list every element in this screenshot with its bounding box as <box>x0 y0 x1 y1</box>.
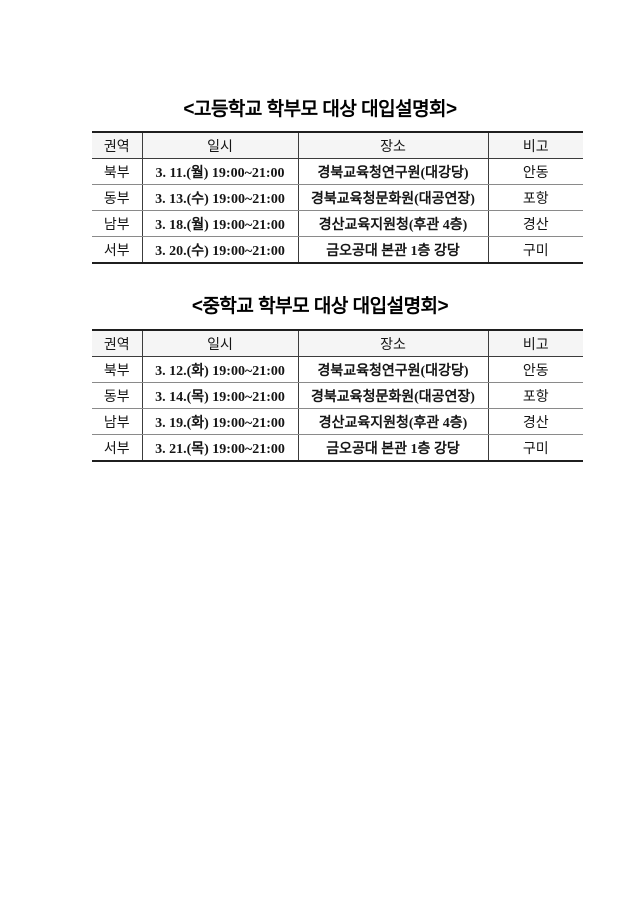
cell-place: 경북교육청문화원(대공연장) <box>298 184 489 211</box>
cell-place: 경산교육지원청(후관 4층) <box>298 408 489 435</box>
cell-place: 경북교육청문화원(대공연장) <box>298 382 489 409</box>
table-row: 동부 3. 13.(수) 19:00~21:00 경북교육청문화원(대공연장) … <box>92 184 583 211</box>
col-header-region: 권역 <box>92 330 143 357</box>
col-header-note: 비고 <box>488 132 583 159</box>
cell-datetime: 3. 12.(화) 19:00~21:00 <box>142 356 299 383</box>
cell-datetime: 3. 19.(화) 19:00~21:00 <box>142 408 299 435</box>
cell-place: 금오공대 본관 1층 강당 <box>298 236 489 263</box>
cell-region: 동부 <box>92 184 143 211</box>
cell-datetime: 3. 20.(수) 19:00~21:00 <box>142 236 299 263</box>
cell-place: 경산교육지원청(후관 4층) <box>298 210 489 237</box>
cell-datetime: 3. 21.(목) 19:00~21:00 <box>142 434 299 461</box>
cell-place: 경북교육청연구원(대강당) <box>298 356 489 383</box>
cell-datetime: 3. 18.(월) 19:00~21:00 <box>142 210 299 237</box>
table-row: 서부 3. 21.(목) 19:00~21:00 금오공대 본관 1층 강당 구… <box>92 434 583 461</box>
cell-datetime: 3. 14.(목) 19:00~21:00 <box>142 382 299 409</box>
highschool-schedule-table: 권역 일시 장소 비고 북부 3. 11.(월) 19:00~21:00 경북교… <box>92 131 583 264</box>
cell-note: 포항 <box>488 382 583 409</box>
table-row: 남부 3. 19.(화) 19:00~21:00 경산교육지원청(후관 4층) … <box>92 408 583 435</box>
table-row: 동부 3. 14.(목) 19:00~21:00 경북교육청문화원(대공연장) … <box>92 382 583 409</box>
cell-region: 서부 <box>92 434 143 461</box>
col-header-place: 장소 <box>298 132 489 159</box>
cell-datetime: 3. 13.(수) 19:00~21:00 <box>142 184 299 211</box>
col-header-datetime: 일시 <box>142 132 299 159</box>
col-header-region: 권역 <box>92 132 143 159</box>
table-row: 북부 3. 11.(월) 19:00~21:00 경북교육청연구원(대강당) 안… <box>92 158 583 185</box>
cell-note: 구미 <box>522 441 549 457</box>
col-header-place: 장소 <box>298 330 489 357</box>
middleschool-table-title: <중학교 학부모 대상 대입설명회> <box>191 296 449 317</box>
cell-note: 구미 <box>522 243 549 259</box>
cell-region: 서부 <box>92 236 143 263</box>
cell-note: 경산 <box>488 210 583 237</box>
cell-region: 남부 <box>92 408 143 435</box>
cell-note: 경산 <box>488 408 583 435</box>
table-row: 북부 3. 12.(화) 19:00~21:00 경북교육청연구원(대강당) 안… <box>92 356 583 383</box>
table-header-row: 권역 일시 장소 비고 <box>92 330 583 357</box>
highschool-table-title: <고등학교 학부모 대상 대입설명회> <box>183 99 457 120</box>
cell-note: 안동 <box>488 356 583 383</box>
cell-place: 금오공대 본관 1층 강당 <box>298 434 489 461</box>
middleschool-schedule-table: 권역 일시 장소 비고 북부 3. 12.(화) 19:00~21:00 경북교… <box>92 329 583 462</box>
table-row: 남부 3. 18.(월) 19:00~21:00 경산교육지원청(후관 4층) … <box>92 210 583 237</box>
table-row: 서부 3. 20.(수) 19:00~21:00 금오공대 본관 1층 강당 구… <box>92 236 583 263</box>
cell-region: 남부 <box>92 210 143 237</box>
table-header-row: 권역 일시 장소 비고 <box>92 132 583 159</box>
cell-datetime: 3. 11.(월) 19:00~21:00 <box>142 158 299 185</box>
col-header-note: 비고 <box>488 330 583 357</box>
cell-note: 안동 <box>488 158 583 185</box>
col-header-datetime: 일시 <box>142 330 299 357</box>
cell-region: 북부 <box>92 356 143 383</box>
cell-place: 경북교육청연구원(대강당) <box>298 158 489 185</box>
cell-region: 북부 <box>92 158 143 185</box>
cell-region: 동부 <box>92 382 143 409</box>
cell-note: 포항 <box>488 184 583 211</box>
